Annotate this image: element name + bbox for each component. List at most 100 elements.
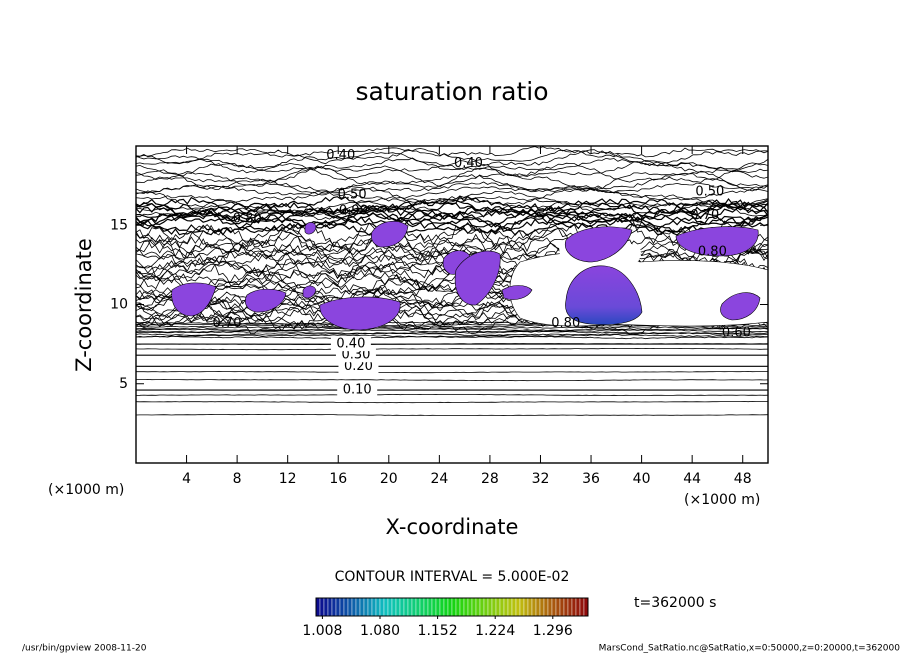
- x-tick-label: 16: [329, 471, 347, 487]
- x-tick-label: 32: [532, 471, 550, 487]
- colorbar-cell: [355, 597, 361, 617]
- contour-texture: [136, 207, 768, 228]
- contour-texture: [136, 159, 768, 181]
- colorbar-cell: [439, 597, 445, 617]
- colorbar-cell: [511, 597, 517, 617]
- x-tick-label: 20: [380, 471, 398, 487]
- contour-label: 0.80: [698, 245, 727, 260]
- colorbar-tick-label: 1.296: [533, 623, 573, 639]
- colorbar-tick-label: 1.152: [418, 623, 458, 639]
- contour-texture: [136, 210, 768, 230]
- contour-label-bg: [338, 359, 379, 374]
- colorbar-cell: [563, 597, 569, 617]
- contour-label: 0.40: [454, 156, 483, 171]
- contour-texture: [136, 329, 768, 333]
- footer-right: MarsCond_SatRatio.nc@SatRatio,x=0:50000,…: [599, 644, 901, 654]
- colorbar-cell: [459, 597, 465, 617]
- x-unit: (×1000 m): [684, 492, 760, 508]
- contour-texture: [136, 162, 768, 187]
- purple-area: [302, 285, 317, 299]
- contour-label-bg: [335, 348, 376, 363]
- contour-texture: [136, 224, 768, 258]
- x-tick-label: 8: [233, 471, 242, 487]
- colorbar-cell: [583, 597, 589, 617]
- supersaturation-areas: [171, 220, 768, 331]
- colorbar-cell: [543, 597, 549, 617]
- colorbar-cell: [391, 597, 397, 617]
- contour-texture: [136, 195, 768, 216]
- colorbar-cell: [455, 597, 461, 617]
- contour-texture: [136, 370, 768, 374]
- colorbar-cell: [315, 597, 321, 617]
- colorbar-cell: [567, 597, 573, 617]
- x-tick-label: 28: [481, 471, 499, 487]
- contour-texture: [136, 181, 768, 195]
- colorbar-cell: [551, 597, 557, 617]
- colorbar-cell: [395, 597, 401, 617]
- contour-texture: [136, 327, 768, 332]
- y-axis-label: Z-coordinate: [72, 238, 96, 372]
- colorbar-cell: [531, 597, 537, 617]
- colorbar-cell: [487, 597, 493, 617]
- contour-texture: [136, 400, 768, 404]
- colorbar-cell: [571, 597, 577, 617]
- colorbar-cell: [347, 597, 353, 617]
- colorbar-cell: [515, 597, 521, 617]
- colorbar-cell: [527, 597, 533, 617]
- colorbar-cell: [463, 597, 469, 617]
- contour-label: 0.50: [338, 188, 367, 203]
- colorbar-cell: [575, 597, 581, 617]
- time-label: t=362000 s: [634, 595, 716, 611]
- x-tick-label: 40: [633, 471, 651, 487]
- contour-texture: [136, 217, 768, 237]
- colorbar-cell: [379, 597, 385, 617]
- contour-texture: [136, 185, 768, 209]
- contour-texture: [136, 414, 768, 416]
- chart-title: saturation ratio: [355, 77, 548, 106]
- colorbar-cell: [375, 597, 381, 617]
- colorbar-cell: [519, 597, 525, 617]
- colorbar-cell: [367, 597, 373, 617]
- x-tick-label: 44: [683, 471, 701, 487]
- contour-label: 0.40: [336, 337, 365, 352]
- contour-texture: [136, 213, 768, 237]
- colorbar-cell: [443, 597, 449, 617]
- contour-texture: [136, 149, 768, 174]
- footer-left: /usr/bin/gpview 2008-11-20: [22, 644, 147, 654]
- contour-label: 0.50: [695, 184, 724, 199]
- colorbar-cell: [579, 597, 585, 617]
- colorbar-cell: [423, 597, 429, 617]
- colorbar-cell: [427, 597, 433, 617]
- contour-label: 0.80: [233, 211, 262, 226]
- x-tick-label: 12: [279, 471, 297, 487]
- colorbar: 1.008 1.080 1.152 1.224 1.296: [302, 597, 589, 639]
- colorbar-cell: [339, 597, 345, 617]
- colorbar-cell: [539, 597, 545, 617]
- contour-texture: [136, 330, 768, 335]
- contour-texture: [136, 335, 768, 340]
- contour-label: 0.10: [343, 383, 372, 398]
- colorbar-cell: [399, 597, 405, 617]
- colorbar-cell: [547, 597, 553, 617]
- y-tick-label: 10: [110, 297, 128, 313]
- colorbar-cell: [467, 597, 473, 617]
- colorbar-cell: [491, 597, 497, 617]
- contour-texture: [136, 146, 768, 158]
- colorbar-cell: [351, 597, 357, 617]
- contour-texture: [136, 157, 768, 173]
- colorbar-cell: [359, 597, 365, 617]
- contour-label: 0.30: [341, 348, 370, 363]
- contour-texture: [136, 235, 768, 263]
- contour-label-bg: [330, 337, 371, 352]
- colorbar-frame: [315, 597, 589, 617]
- colorbar-tick-label: 1.224: [475, 623, 515, 639]
- contour-texture: [136, 198, 768, 221]
- x-tick-label: 48: [734, 471, 752, 487]
- colorbar-cell: [555, 597, 561, 617]
- contour-texture: [136, 347, 768, 351]
- purple-area: [675, 226, 759, 257]
- y-tick-label: 5: [119, 376, 128, 392]
- contour-label: 0.40: [326, 148, 355, 163]
